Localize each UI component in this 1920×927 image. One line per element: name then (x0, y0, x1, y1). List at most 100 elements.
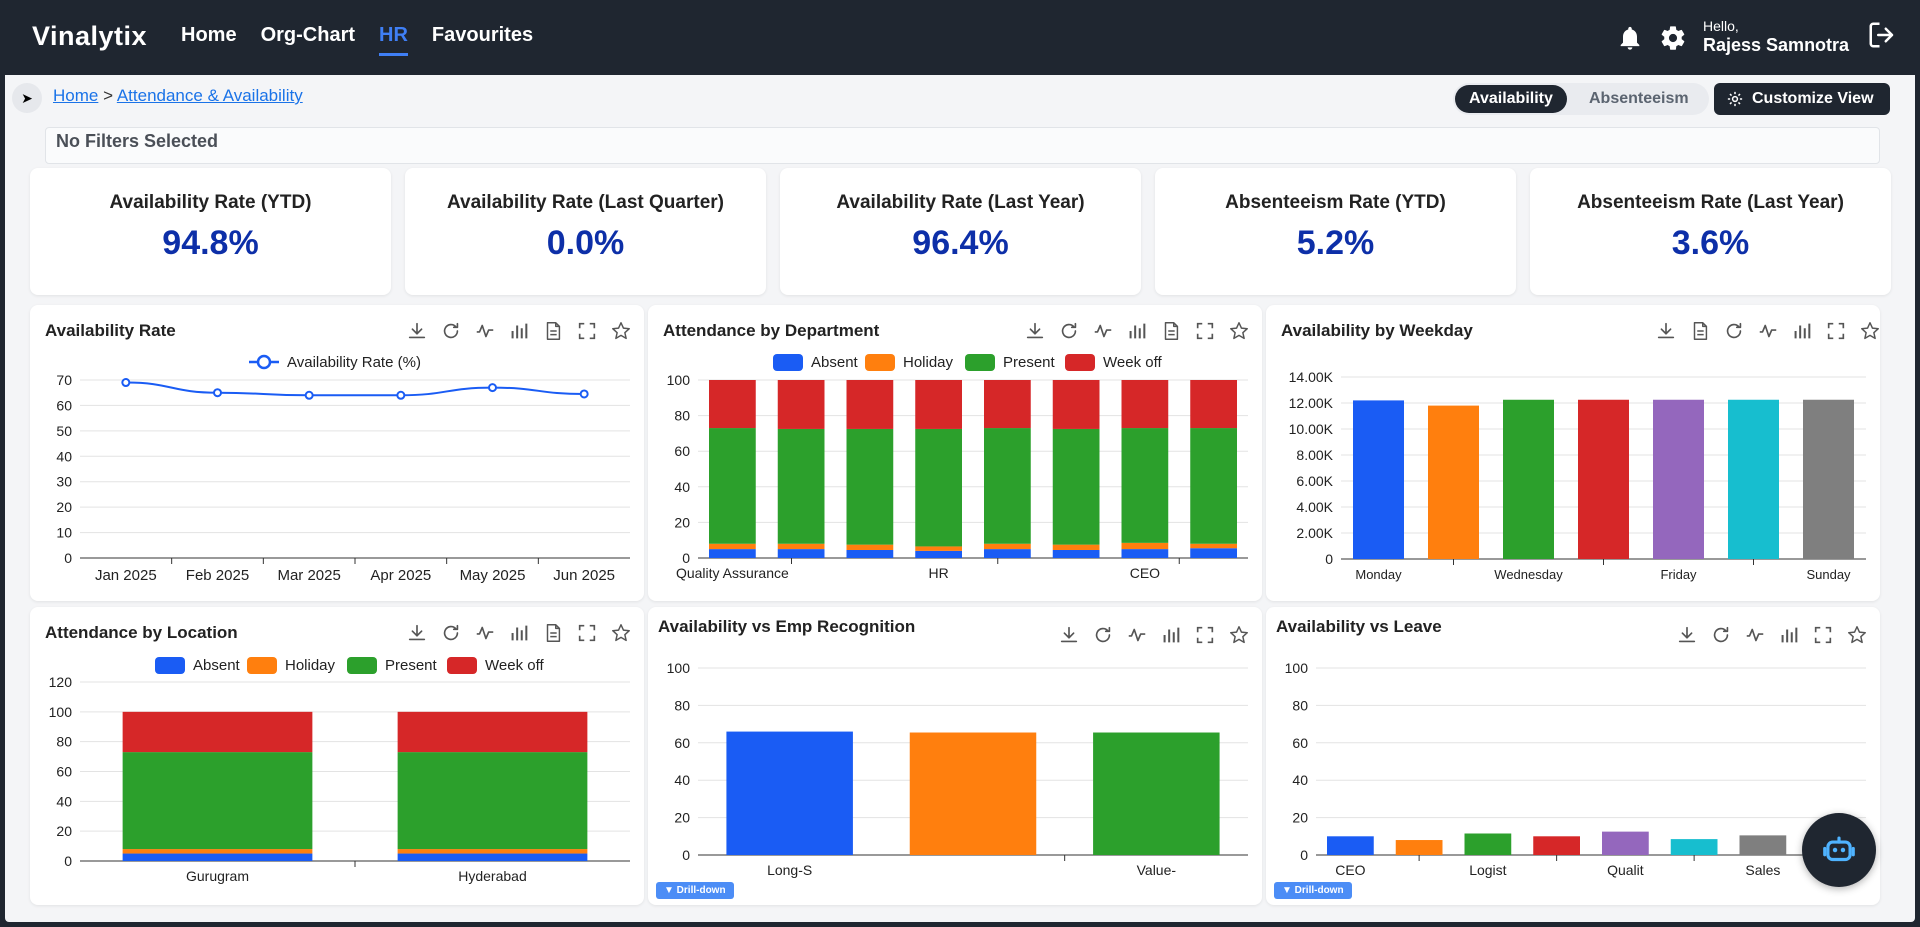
data-point (488, 383, 497, 393)
refresh-icon[interactable] (437, 319, 465, 343)
refresh-icon[interactable] (1089, 623, 1117, 647)
x-tick-label: Monday (1355, 567, 1402, 582)
nav-org-chart[interactable]: Org-Chart (260, 24, 356, 46)
x-tick-label: Apr 2025 (370, 567, 431, 584)
line-chart-icon-glyph (1094, 324, 1112, 338)
document-icon[interactable] (539, 319, 567, 343)
y-tick-label: 10.00K (1289, 421, 1334, 437)
y-tick-label: 14.00K (1289, 369, 1334, 385)
bar-segment (984, 549, 1031, 558)
filter-bar[interactable]: No Filters Selected (45, 127, 1880, 164)
y-tick-label: 0 (682, 847, 690, 863)
availability-vs-emp-recognition-chart: 0 20 40 60 80 100 Long-S Value- (667, 660, 1248, 878)
refresh-icon[interactable] (437, 621, 465, 645)
document-icon[interactable] (1686, 319, 1714, 343)
y-tick-label: 80 (674, 697, 690, 713)
gear-icon (1727, 91, 1743, 107)
line-chart-icon[interactable] (1754, 319, 1782, 343)
gear-icon[interactable] (1659, 24, 1687, 52)
x-tick-label: Sunday (1806, 567, 1851, 582)
fullscreen-icon-glyph (1196, 626, 1214, 644)
legend-swatch (447, 657, 477, 674)
fullscreen-icon[interactable] (1809, 623, 1837, 647)
refresh-icon[interactable] (1707, 623, 1735, 647)
fullscreen-icon-glyph (1814, 626, 1832, 644)
bar-segment (1121, 542, 1169, 550)
fullscreen-icon-glyph (578, 322, 596, 340)
bar (1395, 840, 1443, 855)
nav-home[interactable]: Home (181, 24, 237, 46)
y-tick-label: 80 (56, 734, 72, 750)
line-chart-icon[interactable] (1741, 623, 1769, 647)
refresh-icon[interactable] (1720, 319, 1748, 343)
bar (1728, 399, 1779, 559)
app-logo[interactable]: Vinalytix (32, 21, 148, 51)
star-icon[interactable] (607, 621, 635, 645)
logout-icon[interactable] (1867, 20, 1895, 48)
star-icon[interactable] (1225, 319, 1253, 343)
absenteeism-toggle[interactable]: Absenteeism (1589, 90, 1689, 107)
download-icon-glyph (1060, 626, 1078, 643)
download-icon[interactable] (1021, 319, 1049, 343)
nav-favourites[interactable]: Favourites (431, 24, 534, 46)
kpi-title: Availability Rate (Last Quarter) (447, 192, 724, 213)
breadcrumb: Home > Attendance & Availability (53, 86, 303, 106)
top-navbar: Vinalytix Home Org-Chart HR Favourites H… (5, 0, 1915, 75)
availability-toggle[interactable]: Availability (1455, 85, 1567, 113)
download-icon[interactable] (1652, 319, 1680, 343)
bar-chart-icon[interactable] (1775, 623, 1803, 647)
download-icon[interactable] (403, 319, 431, 343)
download-icon[interactable] (403, 621, 431, 645)
fullscreen-icon[interactable] (573, 319, 601, 343)
refresh-icon-glyph (1713, 626, 1729, 643)
kpi-card: Absenteeism Rate (YTD) 5.2% (1155, 168, 1516, 295)
bar-chart-icon[interactable] (1788, 319, 1816, 343)
breadcrumb-current[interactable]: Attendance & Availability (116, 86, 303, 105)
fullscreen-icon[interactable] (573, 621, 601, 645)
star-icon[interactable] (1225, 623, 1253, 647)
y-tick-label: 40 (56, 793, 72, 809)
line-chart-icon[interactable] (471, 621, 499, 645)
drill-down-button[interactable]: ▼ Drill-down (1274, 882, 1352, 899)
bar-chart-icon[interactable] (1123, 319, 1151, 343)
fullscreen-icon[interactable] (1191, 319, 1219, 343)
y-tick-label: 0 (1300, 847, 1308, 863)
fullscreen-icon[interactable] (1191, 623, 1219, 647)
bar-segment (1190, 548, 1237, 558)
legend-label: Present (385, 657, 438, 674)
star-icon[interactable] (607, 319, 635, 343)
bar-chart-icon-glyph (1163, 627, 1180, 643)
drill-down-button[interactable]: ▼ Drill-down (656, 882, 734, 899)
data-point (396, 390, 406, 400)
customize-view-button[interactable]: Customize View (1714, 83, 1890, 115)
bell-icon[interactable] (1616, 24, 1644, 52)
bar-chart-icon[interactable] (505, 319, 533, 343)
document-icon[interactable] (1157, 319, 1185, 343)
greeting-text: Hello, (1703, 18, 1739, 34)
line-chart-icon[interactable] (471, 319, 499, 343)
line-chart-icon[interactable] (1123, 623, 1151, 647)
star-icon[interactable] (1856, 319, 1880, 343)
refresh-icon-glyph (1061, 322, 1077, 339)
chatbot-button[interactable] (1802, 813, 1876, 887)
breadcrumb-home[interactable]: Home (53, 86, 99, 105)
y-tick-label: 100 (667, 660, 691, 676)
star-icon[interactable] (1843, 623, 1871, 647)
bar (1464, 833, 1512, 855)
sidebar-toggle-icon[interactable]: ➤ (12, 83, 42, 113)
refresh-icon-glyph (443, 624, 459, 641)
y-tick-label: 40 (1292, 772, 1308, 788)
line-chart-icon[interactable] (1089, 319, 1117, 343)
document-icon[interactable] (539, 621, 567, 645)
fullscreen-icon[interactable] (1822, 319, 1850, 343)
download-icon[interactable] (1673, 623, 1701, 647)
refresh-icon[interactable] (1055, 319, 1083, 343)
y-tick-label: 0 (1325, 551, 1333, 567)
bar-chart-icon[interactable] (505, 621, 533, 645)
download-icon[interactable] (1055, 623, 1083, 647)
nav-hr[interactable]: HR (379, 24, 408, 56)
bar-segment (397, 849, 588, 854)
bar-segment (984, 380, 1031, 429)
user-name[interactable]: Rajess Samnotra (1703, 35, 1850, 55)
bar-chart-icon[interactable] (1157, 623, 1185, 647)
